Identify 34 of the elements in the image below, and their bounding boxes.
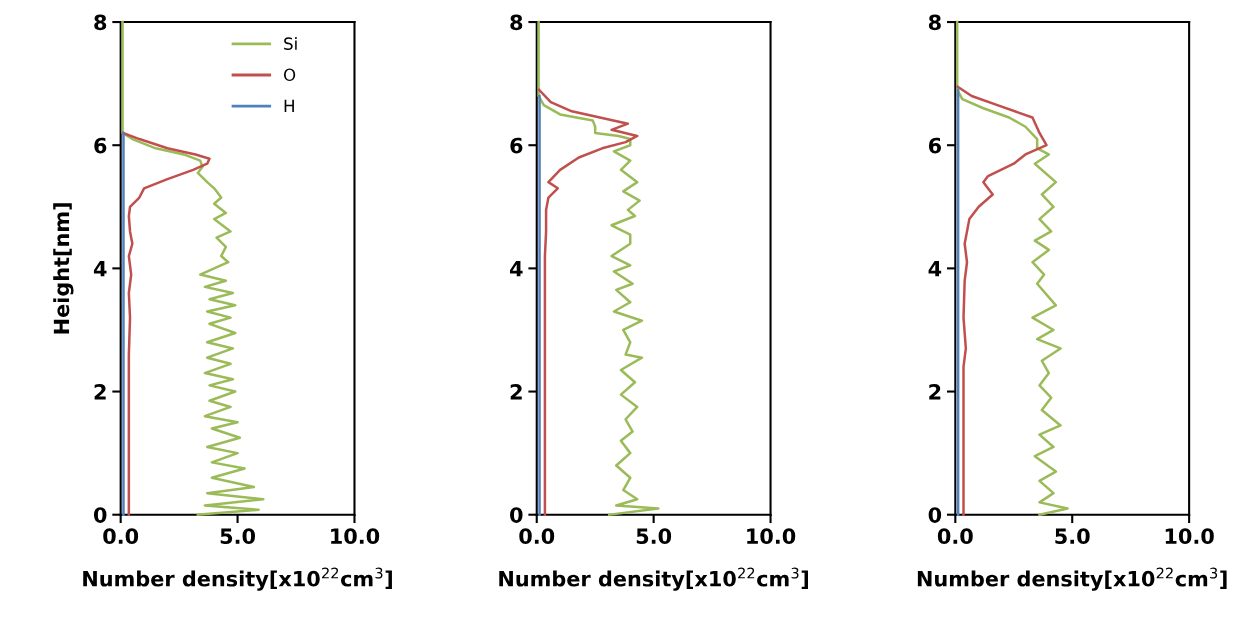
- x-tick-label: 0.0: [103, 528, 139, 545]
- y-tick-label: 0: [93, 507, 107, 523]
- y-tick-label: 8: [510, 14, 523, 31]
- y-tick-label: 8: [928, 14, 941, 31]
- y-tick-label: 2: [94, 384, 106, 400]
- y-tick-label: 6: [510, 137, 523, 154]
- x-tick-label: 0.0: [937, 528, 973, 545]
- y-tick-label: 6: [928, 137, 942, 154]
- x-tick-label: 5.0: [220, 528, 256, 545]
- x-tick-label: 10.0: [331, 528, 380, 545]
- x-axis-title: Number density[x10$^{22}$cm$^{3}$]: [83, 567, 392, 591]
- line-series: [537, 88, 639, 516]
- x-axis-title: Number density[x10$^{22}$cm$^{3}$]: [499, 567, 808, 591]
- legend-label: O: [283, 68, 296, 82]
- x-tick-label: 5.0: [636, 528, 672, 545]
- legend-label: Si: [284, 37, 297, 50]
- legend-label: H: [284, 99, 294, 112]
- line-series: [121, 131, 211, 516]
- y-tick-label: 4: [509, 261, 523, 277]
- y-tick-label: 6: [94, 137, 107, 154]
- line-series: [956, 85, 1048, 516]
- y-tick-label: 0: [510, 507, 523, 523]
- y-tick-label: 2: [929, 384, 941, 400]
- x-axis-title: Number density[x10$^{22}$cm$^{3}$]: [917, 567, 1227, 591]
- x-tick-label: 10.0: [747, 528, 796, 545]
- x-tick-label: 0.0: [519, 528, 555, 545]
- y-tick-label: 0: [928, 507, 942, 523]
- y-tick-label: 4: [93, 261, 107, 277]
- y-tick-label: 8: [94, 14, 107, 31]
- y-tick-label: 4: [928, 261, 942, 277]
- x-tick-label: 5.0: [1055, 528, 1090, 545]
- y-axis-title: Height[nm]: [53, 203, 74, 334]
- y-tick-label: 2: [510, 384, 522, 400]
- x-tick-label: 10.0: [1165, 528, 1214, 545]
